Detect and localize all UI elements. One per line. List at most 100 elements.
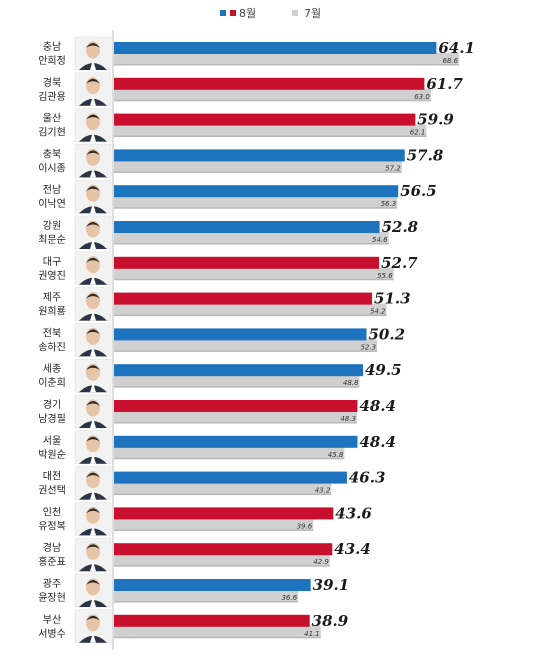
jul-bar-shadow xyxy=(114,314,387,317)
governor-name-label: 이춘희 xyxy=(38,377,66,389)
jul-value-label: 54.6 xyxy=(372,236,388,244)
governor-name-label: 홍준표 xyxy=(38,555,66,568)
aug-bar xyxy=(114,400,358,412)
aug-value-label: 43.4 xyxy=(334,540,371,558)
legend-swatch-aug-blue xyxy=(220,10,226,16)
region-label: 충북 xyxy=(43,148,61,160)
aug-bar xyxy=(114,292,373,305)
aug-bar xyxy=(114,185,399,198)
jul-value-label: 57.2 xyxy=(385,164,401,172)
legend-swatch-jul xyxy=(292,10,298,16)
jul-value-label: 48.3 xyxy=(340,415,356,423)
governor-portrait xyxy=(74,573,112,608)
jul-bar-shadow xyxy=(114,99,431,102)
jul-value-label: 48.8 xyxy=(343,379,359,387)
jul-bar-shadow xyxy=(114,171,402,173)
aug-bar xyxy=(114,256,380,269)
jul-bar-shadow xyxy=(114,386,360,388)
governor-portrait xyxy=(74,72,112,107)
jul-bar xyxy=(114,375,360,388)
region-label: 전남 xyxy=(43,184,61,196)
governor-portrait xyxy=(74,251,112,286)
governor-portrait xyxy=(74,466,112,500)
aug-value-label: 61.7 xyxy=(426,75,463,93)
aug-bar xyxy=(114,543,333,556)
region-label: 울산 xyxy=(43,113,61,125)
region-label: 충남 xyxy=(43,41,61,53)
jul-bar xyxy=(114,53,460,65)
legend-label-aug: 8월 xyxy=(239,7,256,20)
aug-value-label: 48.4 xyxy=(359,397,396,415)
aug-value-label: 43.6 xyxy=(335,504,372,522)
region-label: 인천 xyxy=(43,506,61,518)
aug-value-label: 48.4 xyxy=(359,433,396,451)
governor-name-label: 이시종 xyxy=(38,162,66,174)
governor-name-label: 권영진 xyxy=(38,270,66,282)
aug-value-label: 64.1 xyxy=(438,39,475,57)
aug-bar xyxy=(114,42,437,54)
aug-bar xyxy=(114,579,311,591)
jul-value-label: 43.2 xyxy=(315,487,331,495)
governor-portrait xyxy=(74,323,112,357)
governor-portrait xyxy=(74,430,112,465)
aug-bar xyxy=(114,149,405,162)
jul-bar-shadow xyxy=(114,243,389,245)
jul-bar xyxy=(114,411,357,423)
aug-bar xyxy=(114,435,358,448)
jul-bar-shadow xyxy=(114,457,345,460)
aug-value-label: 38.9 xyxy=(312,612,349,630)
region-label: 부산 xyxy=(43,614,61,626)
jul-bar xyxy=(114,446,345,459)
region-label: 경북 xyxy=(43,76,61,89)
aug-bar xyxy=(114,328,367,341)
aug-value-label: 56.5 xyxy=(400,182,437,200)
governor-name-label: 김관용 xyxy=(38,91,66,103)
governor-name-label: 이낙연 xyxy=(38,198,66,210)
legend-label-jul: 7월 xyxy=(304,7,321,20)
governor-name-label: 안희정 xyxy=(38,55,66,67)
governor-name-label: 남경필 xyxy=(38,412,66,425)
jul-bar-shadow xyxy=(114,636,321,639)
governor-portrait xyxy=(74,144,112,178)
aug-value-label: 52.8 xyxy=(382,218,419,236)
jul-value-label: 63.0 xyxy=(414,93,430,101)
governor-portrait xyxy=(74,537,112,572)
governor-name-label: 최문순 xyxy=(38,234,66,246)
jul-bar-shadow xyxy=(114,422,357,424)
jul-bar xyxy=(114,124,427,137)
jul-value-label: 56.3 xyxy=(381,200,397,208)
governor-name-label: 윤장현 xyxy=(38,592,66,604)
governor-name-label: 원희룡 xyxy=(38,306,66,318)
governor-name-label: 김기현 xyxy=(38,127,66,139)
region-label: 경기 xyxy=(43,398,61,411)
region-label: 제주 xyxy=(43,292,61,304)
region-label: 전북 xyxy=(43,327,61,339)
chart-legend: 8월 7월 xyxy=(220,7,321,20)
aug-bar xyxy=(114,77,425,90)
jul-bar-shadow xyxy=(114,207,398,209)
jul-value-label: 68.6 xyxy=(442,57,458,65)
aug-bar xyxy=(114,471,347,484)
aug-bar xyxy=(114,113,416,126)
jul-value-label: 55.6 xyxy=(377,272,393,280)
jul-bar-shadow xyxy=(114,135,427,138)
aug-bar xyxy=(114,364,363,377)
governor-portrait xyxy=(74,358,112,393)
governor-portrait xyxy=(74,287,112,321)
jul-value-label: 41.1 xyxy=(304,630,320,638)
governor-portrait xyxy=(74,215,112,250)
